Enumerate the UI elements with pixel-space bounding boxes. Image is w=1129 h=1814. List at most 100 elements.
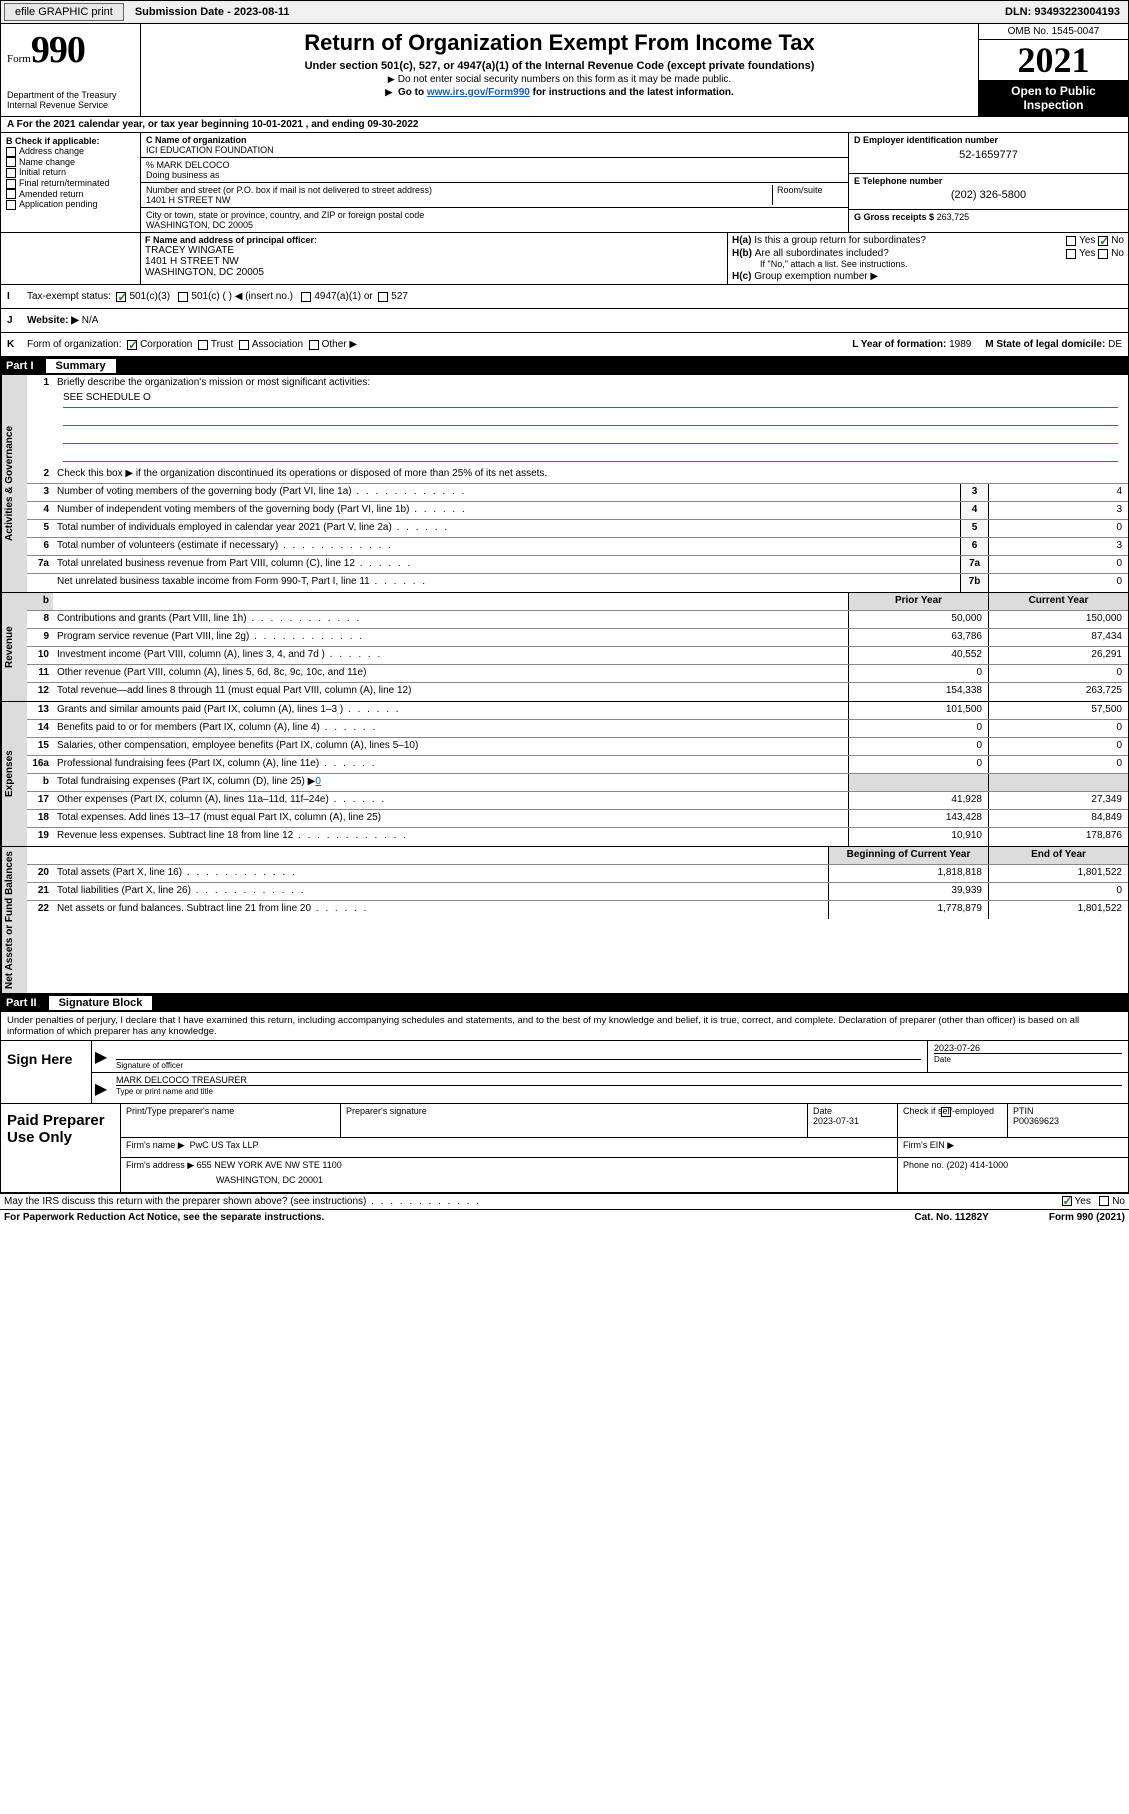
firm-phone: (202) 414-1000 [947,1160,1009,1170]
vlabel-revenue: Revenue [1,593,27,701]
officer-addr1: 1401 H STREET NW [145,256,723,267]
prep-date: 2023-07-31 [813,1116,892,1126]
form-subtitle-2: Do not enter social security numbers on … [149,74,970,85]
chk-amended-return[interactable] [6,189,16,199]
fundraising-link[interactable]: 0 [315,776,321,787]
firm-addr1: 655 NEW YORK AVE NW STE 1100 [197,1160,342,1170]
penalty-text: Under penalties of perjury, I declare th… [0,1012,1129,1041]
c-label: C Name of organization [146,135,843,145]
website-value: N/A [82,315,99,326]
form990-link[interactable]: www.irs.gov/Form990 [427,87,530,98]
form-990-label: Form990 [7,28,134,72]
city-label: City or town, state or province, country… [146,210,843,220]
efile-topbar: efile GRAPHIC print Submission Date - 20… [0,0,1129,24]
v6: 3 [988,538,1128,555]
d-label: D Employer identification number [854,135,1123,145]
vlabel-netassets: Net Assets or Fund Balances [1,847,27,993]
firm-addr2: WASHINGTON, DC 20001 [216,1175,892,1185]
form-footer: Form 990 (2021) [1049,1212,1125,1223]
street-address: 1401 H STREET NW [146,195,768,205]
firm-name: PwC US Tax LLP [190,1140,259,1150]
paid-preparer-block: Paid Preparer Use Only Print/Type prepar… [0,1104,1129,1193]
sign-here-label: Sign Here [1,1041,91,1103]
chk-trust[interactable] [198,340,208,350]
discuss-row: May the IRS discuss this return with the… [0,1193,1129,1209]
summary-expenses: Expenses 13Grants and similar amounts pa… [0,702,1129,847]
v3: 4 [988,484,1128,501]
discuss-no[interactable] [1099,1196,1109,1206]
ha-label: Is this a group return for subordinates? [754,235,1066,246]
chk-name-change[interactable] [6,157,16,167]
b-label: B Check if applicable: [6,136,135,146]
line-a-taxyear: A For the 2021 calendar year, or tax yea… [0,117,1129,133]
chk-4947[interactable] [301,292,311,302]
state-domicile: DE [1108,339,1122,350]
dept-label: Department of the Treasury [7,90,134,100]
chk-address-change[interactable] [6,147,16,157]
paperwork-row: For Paperwork Reduction Act Notice, see … [0,1209,1129,1225]
chk-assoc[interactable] [239,340,249,350]
part2-header: Part II Signature Block [0,994,1129,1012]
hb-yes[interactable] [1066,249,1076,259]
g-label: G Gross receipts $ [854,212,934,222]
street-label: Number and street (or P.O. box if mail i… [146,185,768,195]
chk-initial-return[interactable] [6,168,16,178]
phone-value: (202) 326-5800 [854,189,1123,201]
ein-value: 52-1659777 [854,149,1123,161]
vlabel-expenses: Expenses [1,702,27,846]
officer-name: TRACEY WINGATE [145,245,723,256]
officer-group-block: F Name and address of principal officer:… [0,233,1129,285]
v7a: 0 [988,556,1128,573]
city-state-zip: WASHINGTON, DC 20005 [146,220,843,230]
submission-date: Submission Date - 2023-08-11 [127,4,298,20]
line-klm: K Form of organization: Corporation Trus… [0,333,1129,357]
dba-label: Doing business as [146,170,843,180]
ptin-value: P00369623 [1013,1116,1123,1126]
ha-yes[interactable] [1066,236,1076,246]
e-label: E Telephone number [854,176,1123,186]
f-label: F Name and address of principal officer: [145,235,723,245]
chk-other[interactable] [309,340,319,350]
officer-typed-name: MARK DELCOCO TREASURER [116,1075,1122,1085]
chk-501c[interactable] [178,292,188,302]
officer-addr2: WASHINGTON, DC 20005 [145,267,723,278]
hb-note: If "No," attach a list. See instructions… [760,259,1124,269]
paid-preparer-label: Paid Preparer Use Only [1,1104,121,1192]
dln: DLN: 93493223004193 [997,4,1128,20]
summary-netassets: Net Assets or Fund Balances Beginning of… [0,847,1129,994]
year-formation: 1989 [949,339,971,350]
tax-year: 2021 [979,40,1128,80]
v7b: 0 [988,574,1128,592]
irs-label: Internal Revenue Service [7,100,134,110]
ha-no[interactable] [1098,236,1108,246]
org-name: ICI EDUCATION FOUNDATION [146,145,843,155]
v5: 0 [988,520,1128,537]
chk-application-pending[interactable] [6,200,16,210]
efile-print-button[interactable]: efile GRAPHIC print [4,3,124,21]
hb-no[interactable] [1098,249,1108,259]
chk-self-employed[interactable] [941,1107,951,1117]
line-j: J Website: ▶ N/A [0,309,1129,333]
vlabel-activities: Activities & Governance [1,375,27,592]
cat-no: Cat. No. 11282Y [914,1212,988,1223]
v4: 3 [988,502,1128,519]
discuss-yes[interactable] [1062,1196,1072,1206]
chk-final-return[interactable] [6,179,16,189]
open-public-badge: Open to Public Inspection [979,80,1128,116]
room-suite-label: Room/suite [773,185,843,205]
care-of: % MARK DELCOCO [146,160,843,170]
identity-block: B Check if applicable: Address change Na… [0,133,1129,233]
chk-corp[interactable] [127,340,137,350]
chk-527[interactable] [378,292,388,302]
gross-receipts: 263,725 [937,212,970,222]
chk-501c3[interactable] [116,292,126,302]
summary-revenue: Revenue bPrior YearCurrent Year 8Contrib… [0,593,1129,702]
hb-label: Are all subordinates included? [755,248,1066,259]
arrow-icon: ▶ [92,1041,110,1072]
form-subtitle-3: Go to www.irs.gov/Form990 for instructio… [149,87,970,98]
mission-text: SEE SCHEDULE O [63,392,1118,408]
form-title: Return of Organization Exempt From Incom… [149,30,970,56]
summary-activities: Activities & Governance 1 Briefly descri… [0,375,1129,593]
form-header: Form990 Department of the Treasury Inter… [0,24,1129,117]
line-i: I Tax-exempt status: 501(c)(3) 501(c) ( … [0,285,1129,309]
